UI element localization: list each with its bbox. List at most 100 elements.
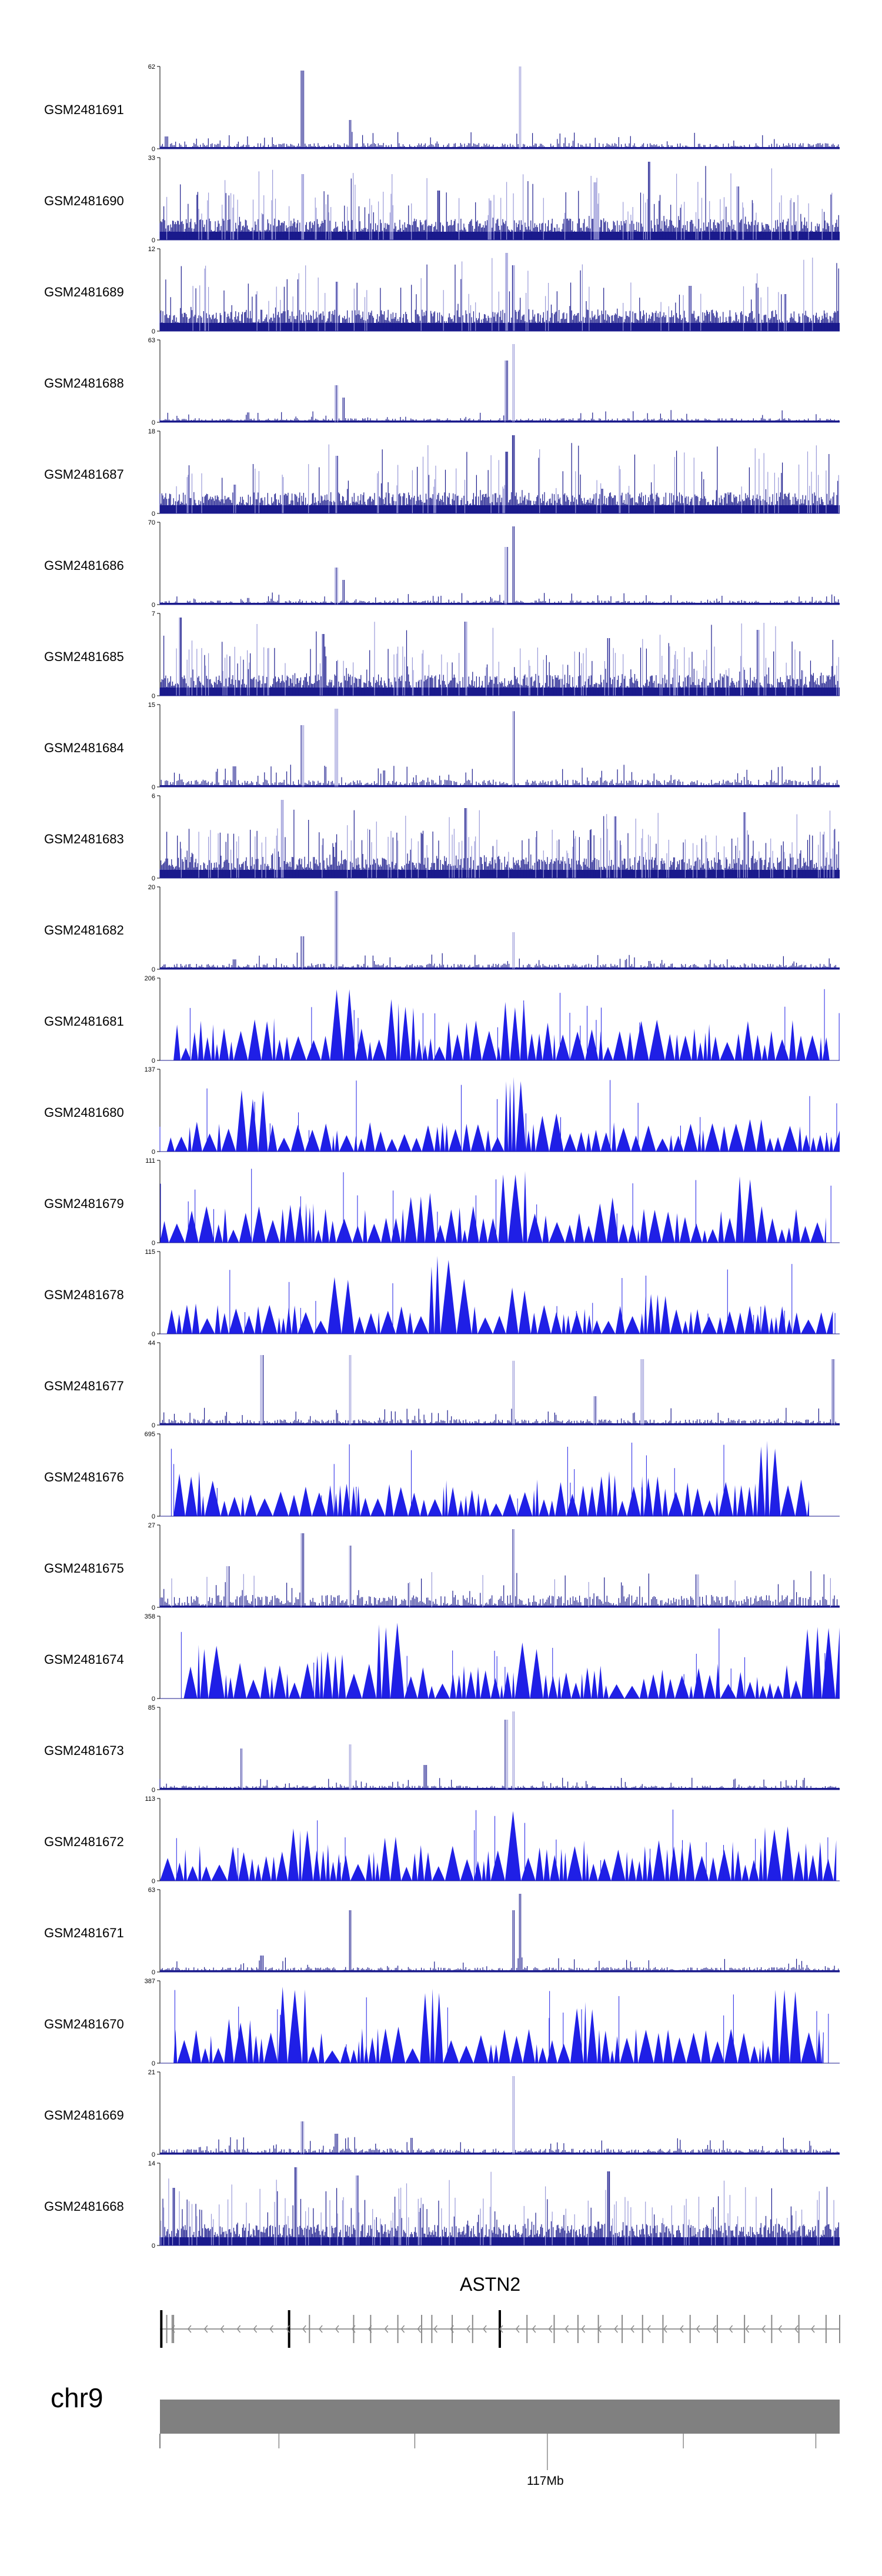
track-plot: 63 0 <box>148 337 840 426</box>
signal-bars-light <box>242 1711 515 1790</box>
y-max-tick-label: 85 <box>148 1704 155 1711</box>
signal-area <box>166 1256 833 1334</box>
track-label: GSM2481681 <box>44 1014 124 1029</box>
signal-bars-light <box>335 344 515 422</box>
y-max-tick-label: 44 <box>148 1340 155 1347</box>
strand-arrow <box>532 2325 536 2333</box>
track-label: GSM2481673 <box>44 1743 124 1758</box>
track-plot: 12 0 <box>148 246 840 335</box>
strand-arrow <box>351 2325 356 2333</box>
signal-bars <box>159 618 838 696</box>
track-plot: 15 0 <box>148 702 840 791</box>
signal-bars <box>159 1529 839 1607</box>
y-min-tick-label: 0 <box>152 146 155 153</box>
track-label: GSM2481680 <box>44 1105 124 1120</box>
track-row: GSM2481672 113 0 <box>0 1796 882 1887</box>
genomic-axis <box>0 2434 882 2492</box>
y-min-tick-label: 0 <box>152 1422 155 1429</box>
track-plot: 63 0 <box>148 1887 840 1976</box>
track-plot: 21 0 <box>148 2069 840 2158</box>
track-plot: 387 0 <box>145 1978 840 2067</box>
strand-arrow <box>696 2325 700 2333</box>
strand-arrow <box>220 2325 225 2333</box>
chromosome-ideogram-bar <box>160 2400 840 2434</box>
gene-track <box>0 2267 882 2397</box>
track-label: GSM2481678 <box>44 1287 124 1302</box>
signal-baseline-band <box>160 1788 840 1790</box>
track-label: GSM2481675 <box>44 1561 124 1576</box>
signal-area <box>160 1171 826 1243</box>
track-row: GSM2481675 27 0 <box>0 1522 882 1613</box>
track-row: GSM2481681 206 0 <box>0 975 882 1066</box>
track-row: GSM2481689 12 0 <box>0 246 882 337</box>
strand-arrow <box>384 2325 389 2333</box>
signal-area <box>183 1623 840 1699</box>
strand-arrow <box>450 2325 454 2333</box>
y-min-tick-label: 0 <box>152 784 155 791</box>
track-row: GSM2481685 7 0 <box>0 610 882 702</box>
y-max-tick-label: 206 <box>145 975 155 982</box>
signal-bars <box>159 435 838 513</box>
y-min-tick-label: 0 <box>152 419 155 426</box>
signal-bars-light <box>302 709 513 787</box>
strand-arrow <box>712 2325 717 2333</box>
strand-arrow <box>286 2325 290 2333</box>
y-min-tick-label: 0 <box>152 875 155 882</box>
strand-arrow <box>187 2325 192 2333</box>
track-label: GSM2481682 <box>44 923 124 937</box>
track-plot: 60 <box>152 793 840 882</box>
track-row: GSM2481679 111 0 <box>0 1157 882 1249</box>
y-max-tick-label: 27 <box>148 1522 155 1529</box>
signal-area <box>173 1440 810 1516</box>
strand-arrow <box>614 2325 618 2333</box>
y-max-tick-label: 7 <box>152 610 155 618</box>
y-min-tick-label: 0 <box>152 1787 155 1794</box>
signal-bars <box>159 162 839 240</box>
signal-bars-light <box>192 253 813 331</box>
signal-bars-light <box>181 800 834 878</box>
strand-arrow <box>368 2325 372 2333</box>
signal-bars <box>159 361 839 422</box>
y-max-tick-label: 63 <box>148 337 155 344</box>
track-row: GSM2481678 115 0 <box>0 1249 882 1340</box>
track-plot: 44 0 <box>148 1340 840 1429</box>
strand-arrow <box>203 2325 208 2333</box>
y-min-tick-label: 0 <box>152 693 155 700</box>
chromosome-label: chr9 <box>51 2383 103 2413</box>
y-max-tick-label: 115 <box>145 1249 155 1256</box>
signal-bars <box>159 891 839 969</box>
y-min-tick-label: 0 <box>152 2243 155 2250</box>
track-plot: 695 0 <box>145 1431 840 1520</box>
track-row: GSM2481671 63 0 <box>0 1887 882 1978</box>
y-max-tick-label: 387 <box>145 1978 155 1985</box>
track-label: GSM2481679 <box>44 1196 124 1211</box>
track-row: GSM2481686 70 0 <box>0 519 882 610</box>
track-row: GSM2481668 14 0 <box>0 2160 882 2251</box>
track-plot: 14 0 <box>148 2160 840 2250</box>
y-min-tick-label: 0 <box>152 1513 155 1520</box>
signal-area <box>173 1987 823 2063</box>
track-plot: 62 0 <box>148 64 840 153</box>
y-max-tick-label: 137 <box>145 1066 155 1073</box>
signal-bars <box>159 263 839 331</box>
track-label: GSM2481684 <box>44 740 124 755</box>
axis-ticks <box>159 2434 817 2470</box>
strand-arrow <box>319 2325 323 2333</box>
axis-position-label: 117Mb <box>527 2474 564 2488</box>
track-row: GSM2481688 63 0 <box>0 337 882 428</box>
track-label: GSM2481670 <box>44 2017 124 2031</box>
track-plot: 33 0 <box>148 155 840 244</box>
strand-arrow <box>433 2325 437 2333</box>
strand-arrow <box>761 2325 766 2333</box>
strand-arrow <box>400 2325 405 2333</box>
y-max-tick-label: 63 <box>148 1887 155 1894</box>
track-label: GSM2481669 <box>44 2108 124 2123</box>
y-min-tick-label: 0 <box>152 1240 155 1247</box>
track-row: GSM2481677 44 0 <box>0 1340 882 1431</box>
y-max-tick-label: 12 <box>148 246 155 253</box>
signal-bars <box>159 808 839 878</box>
track-plot: 111 0 <box>145 1157 840 1247</box>
track-row: GSM2481683 6 0 <box>0 793 882 884</box>
signal-bars-light <box>335 547 507 605</box>
